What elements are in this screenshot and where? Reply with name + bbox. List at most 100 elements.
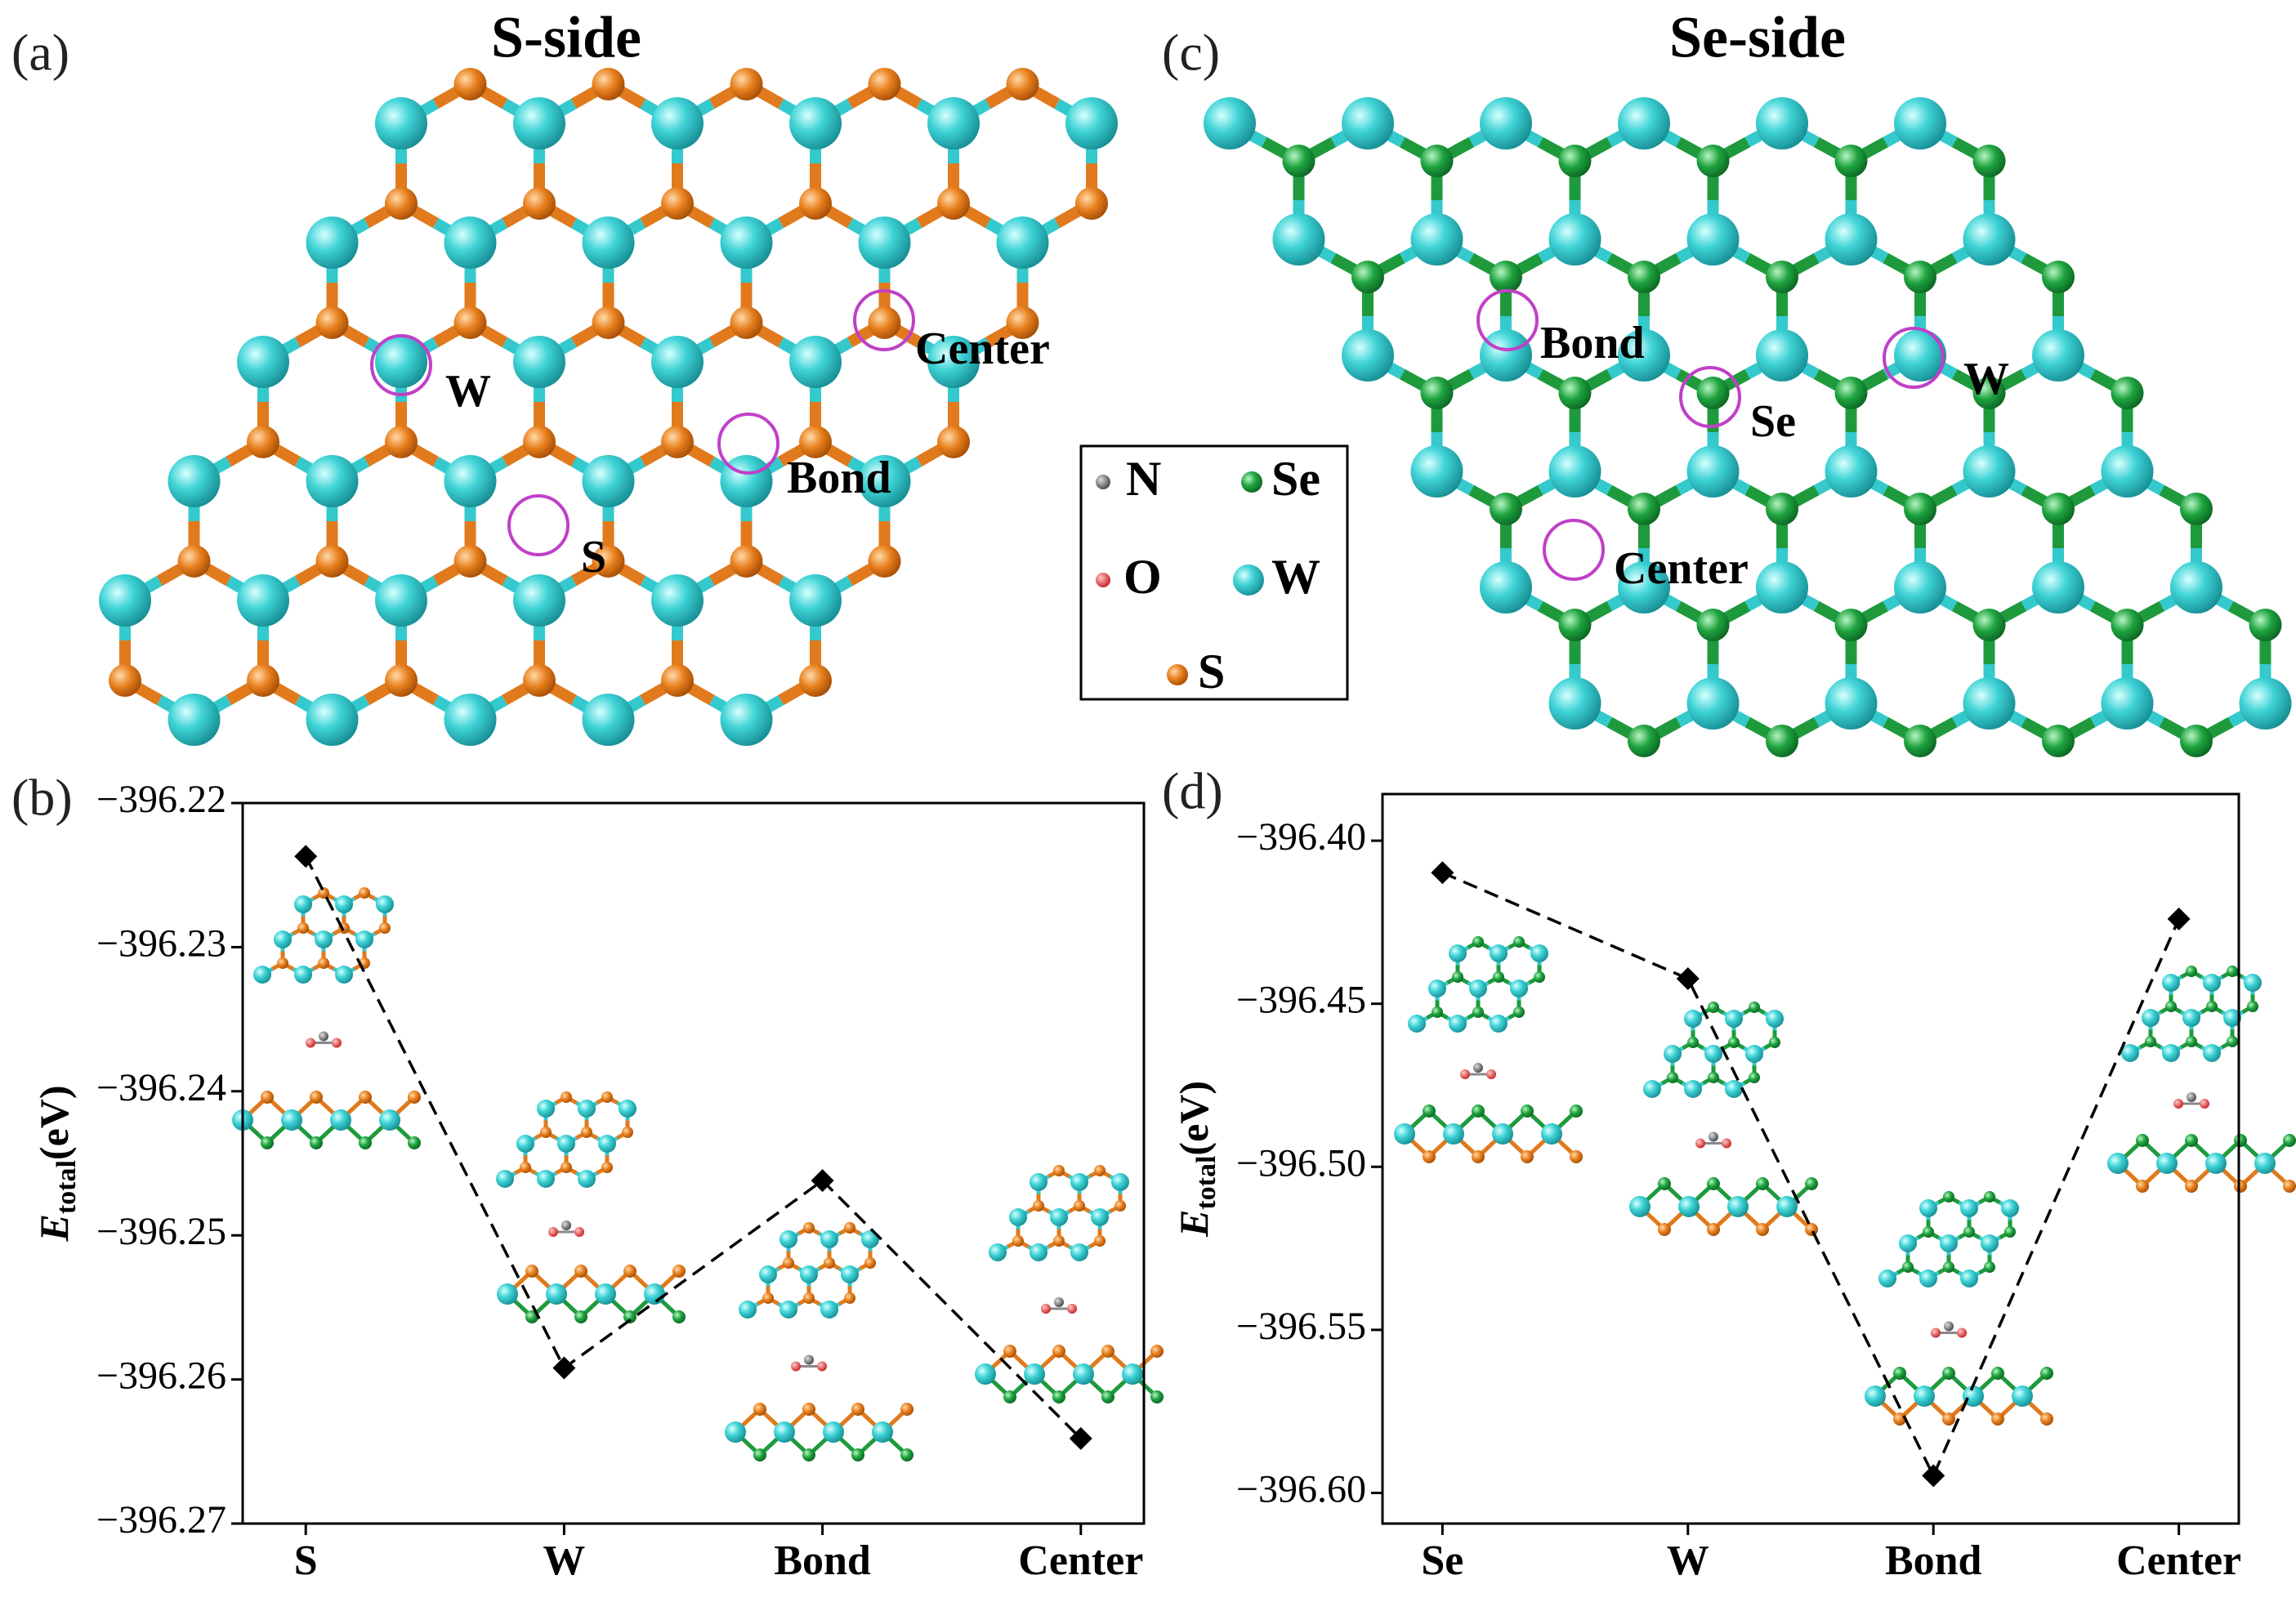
atom <box>1558 377 1592 409</box>
atom <box>739 1301 757 1319</box>
atom <box>444 694 497 746</box>
atom <box>2180 725 2213 757</box>
atom <box>1428 979 1446 997</box>
chart: −396.27 −396.26 −396.25 −396.24 −396.23 −396.… <box>31 778 1146 1584</box>
y-tick-label: −396.40 <box>1236 815 1366 859</box>
legend-label: O <box>1123 550 1162 604</box>
atom <box>1472 936 1484 948</box>
atom <box>651 336 704 388</box>
atom <box>1805 1223 1818 1236</box>
atom <box>2042 725 2075 757</box>
atom <box>1658 1223 1671 1236</box>
atom <box>109 664 141 697</box>
atom <box>375 574 427 627</box>
atom <box>1628 261 1660 293</box>
site-label: Center <box>1614 543 1749 594</box>
legend-swatch <box>1241 471 1262 493</box>
atom <box>523 664 556 697</box>
atom <box>1766 1010 1784 1028</box>
panel-label: (a) <box>11 24 69 82</box>
atom <box>1834 609 1868 641</box>
atom <box>753 1448 766 1461</box>
x-tick-label: Bond <box>1885 1537 1982 1584</box>
legend: N Se O W S <box>1079 444 1349 701</box>
atom <box>1410 213 1463 266</box>
atom <box>355 930 373 948</box>
side-view <box>232 1091 421 1149</box>
x-tick-label: W <box>1667 1537 1709 1584</box>
atom <box>1904 493 1936 525</box>
atom <box>525 1265 538 1278</box>
atom <box>99 574 151 627</box>
atom <box>800 1265 818 1283</box>
atom <box>315 545 349 578</box>
atom <box>2040 1412 2053 1426</box>
atom <box>574 1265 587 1278</box>
atom <box>868 545 901 578</box>
atom <box>2249 609 2282 641</box>
atom <box>900 1403 913 1416</box>
y-tick-label: −396.50 <box>1236 1141 1366 1185</box>
atom <box>1548 445 1601 498</box>
atom <box>335 966 353 984</box>
marker <box>2167 907 2191 930</box>
atom <box>789 97 842 149</box>
atom <box>1766 725 1798 757</box>
atom <box>2247 1001 2258 1012</box>
atom <box>2203 1044 2221 1062</box>
panel-label: (c) <box>1162 24 1220 82</box>
atom <box>2111 377 2144 409</box>
atom <box>1696 145 1730 177</box>
site-label: Se <box>1750 396 1796 447</box>
atom <box>1960 1270 1978 1287</box>
atom <box>1972 609 2006 641</box>
atom <box>1686 445 1740 498</box>
atom <box>1981 1234 1999 1252</box>
atom <box>294 966 312 984</box>
atom <box>2173 1099 2183 1109</box>
atom <box>385 187 418 220</box>
atom <box>1073 1363 1094 1385</box>
atom <box>1114 1200 1126 1212</box>
atom <box>1012 1235 1024 1247</box>
atom <box>1756 97 1808 149</box>
atom <box>281 1109 302 1131</box>
atom <box>2227 966 2238 977</box>
atom <box>1282 145 1316 177</box>
atom <box>548 1227 558 1237</box>
y-label-symbol: E <box>31 1214 77 1242</box>
side-view <box>1629 1177 1818 1236</box>
atom <box>1558 609 1592 641</box>
atom <box>598 1135 616 1153</box>
site-circle <box>1543 519 1605 581</box>
atom <box>762 1292 774 1304</box>
atom <box>2162 974 2180 992</box>
marker <box>1069 1426 1092 1450</box>
atom <box>789 336 842 388</box>
atom <box>1548 677 1601 730</box>
site-label: W <box>445 366 491 417</box>
atom <box>1825 213 1878 266</box>
atom <box>804 1354 814 1365</box>
atom <box>1708 1072 1719 1083</box>
atom <box>1530 944 1548 962</box>
legend-swatch <box>1096 573 1110 587</box>
atom <box>1101 1345 1114 1358</box>
panel-label: (d) <box>1162 762 1223 820</box>
atom <box>725 1421 746 1443</box>
atom <box>2200 1099 2209 1109</box>
atom <box>820 1230 838 1248</box>
legend-label: N <box>1126 452 1161 506</box>
atom <box>2187 1092 2196 1102</box>
atom <box>1486 1069 1496 1079</box>
atom <box>582 216 635 269</box>
lattice <box>496 1091 637 1188</box>
atom <box>1963 213 2016 266</box>
atom <box>779 1230 797 1248</box>
molecule <box>1931 1321 1967 1338</box>
atom <box>989 1243 1007 1261</box>
atom <box>1449 944 1467 962</box>
atom <box>444 455 497 507</box>
atom <box>2032 561 2084 614</box>
marker <box>294 845 318 868</box>
